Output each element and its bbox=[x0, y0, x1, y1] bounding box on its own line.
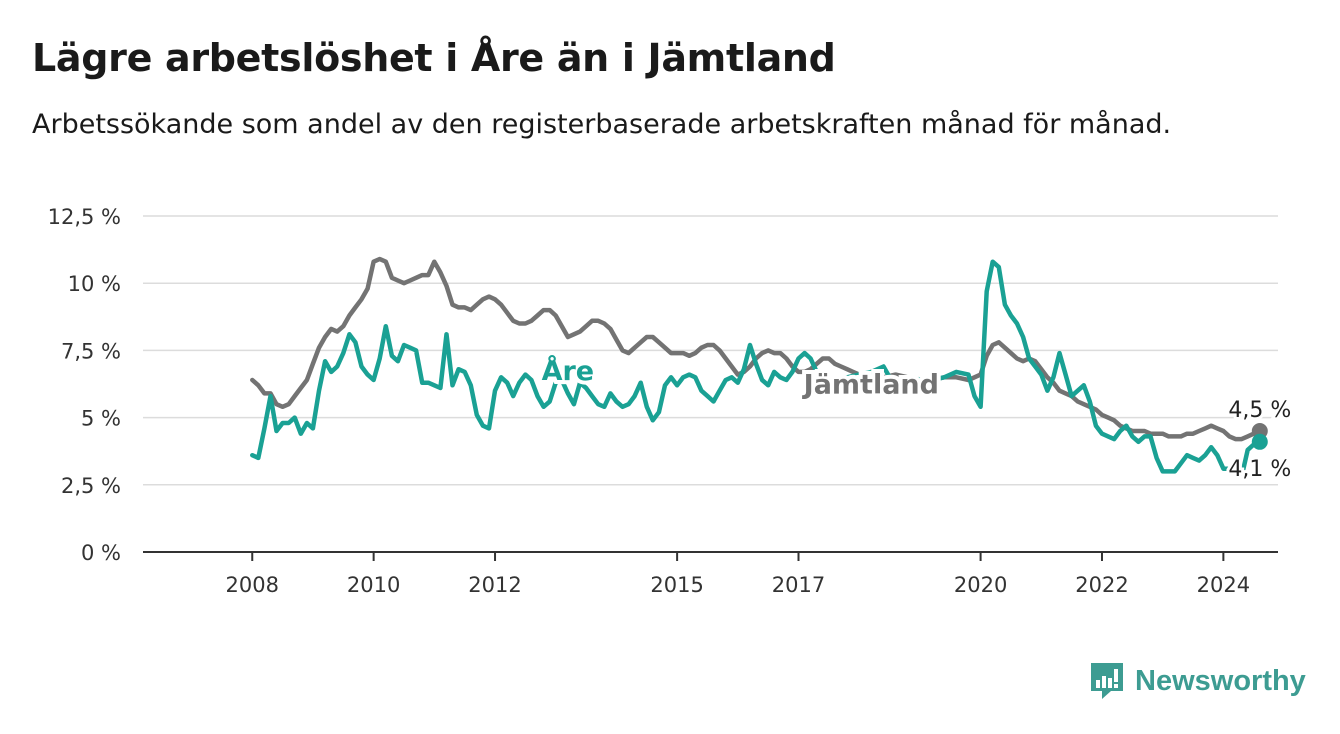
x-tick-label: 2012 bbox=[468, 573, 521, 597]
x-tick-label: 2020 bbox=[954, 573, 1007, 597]
newsworthy-logo-icon bbox=[1091, 663, 1123, 699]
newsworthy-logo: Newsworthy bbox=[1089, 661, 1306, 701]
x-tick-label: 2024 bbox=[1197, 573, 1250, 597]
series-name-label: Åre bbox=[542, 355, 595, 387]
end-value-label: 4,5 % bbox=[1228, 398, 1291, 423]
series-line-are bbox=[250, 259, 1263, 479]
gridlines bbox=[143, 215, 1278, 553]
series-lines bbox=[250, 256, 1263, 479]
y-tick-label: 2,5 % bbox=[61, 474, 121, 498]
series-name-label: Jämtland bbox=[802, 369, 939, 400]
y-tick-label: 10 % bbox=[68, 272, 121, 296]
series-labels: Åre Jämtland 4,5 % 4,1 % bbox=[538, 351, 1295, 485]
y-axis-ticks: 0 % 2,5 % 5 % 7,5 % 10 % 12,5 % bbox=[48, 205, 121, 565]
end-value-label: 4,1 % bbox=[1228, 457, 1291, 482]
brand-name: Newsworthy bbox=[1135, 664, 1306, 697]
y-tick-label: 5 % bbox=[81, 407, 121, 431]
series-line-jamtland bbox=[250, 256, 1263, 442]
line-chart: 0 %2,5 %5 %7,5 %10 %12,5 % 2008 2010 2012 2… bbox=[48, 205, 1295, 597]
x-tick-label: 2010 bbox=[347, 573, 400, 597]
y-tick-label: 12,5 % bbox=[48, 205, 121, 229]
chart-title: Lägre arbetslöshet i Åre än i Jämtland bbox=[32, 36, 836, 80]
y-tick-label: 0 % bbox=[81, 541, 121, 565]
x-tick-label: 2008 bbox=[226, 573, 279, 597]
x-tick-label: 2022 bbox=[1075, 573, 1128, 597]
end-point-marker bbox=[1251, 433, 1268, 450]
chart-subtitle: Arbetssökande som andel av den registerb… bbox=[32, 109, 1172, 140]
x-tick-label: 2015 bbox=[650, 573, 703, 597]
x-tick-label: 2017 bbox=[772, 573, 825, 597]
y-tick-label: 7,5 % bbox=[61, 339, 121, 363]
x-axis-ticks: 2008 2010 2012 2015 2017 2020 2022 2024 bbox=[226, 552, 1250, 597]
